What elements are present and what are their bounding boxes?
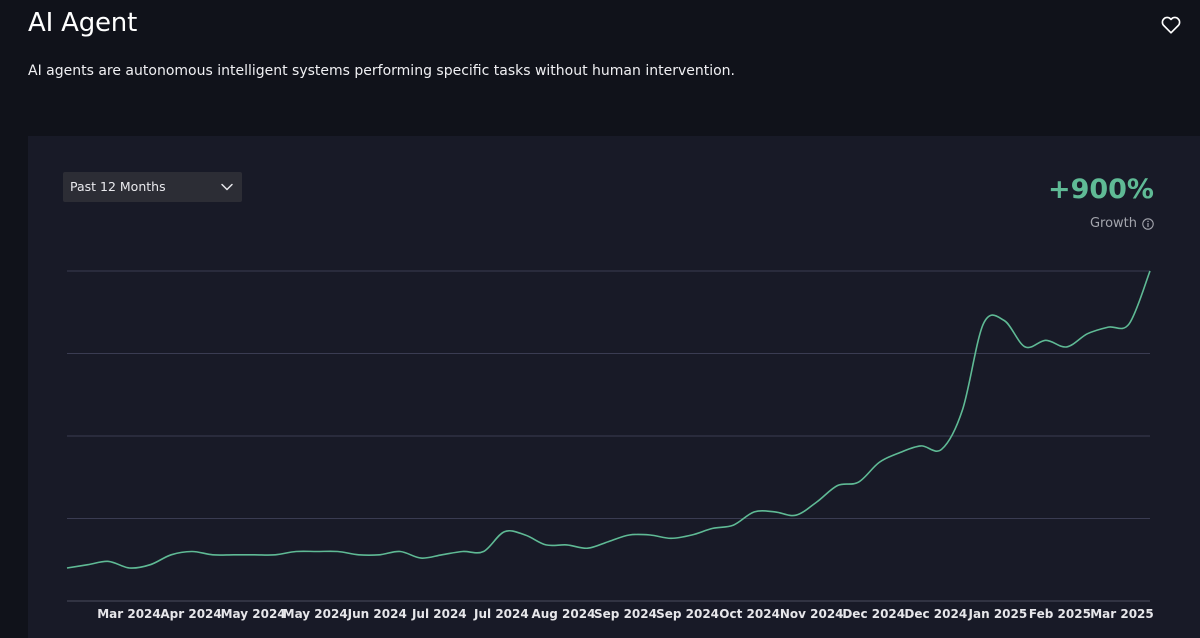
x-tick-label: Aug 2024 <box>531 607 595 621</box>
growth-label-group: Growth <box>1090 216 1154 231</box>
x-tick-label: Jan 2025 <box>968 607 1028 621</box>
x-tick-label: Mar 2025 <box>1090 607 1154 621</box>
info-icon[interactable] <box>1142 217 1154 230</box>
x-tick-label: Jul 2024 <box>473 607 529 621</box>
chevron-down-icon <box>221 183 233 191</box>
x-tick-label: Nov 2024 <box>780 607 844 621</box>
heart-icon[interactable] <box>1160 14 1182 36</box>
x-tick-label: Jul 2024 <box>411 607 467 621</box>
series-line <box>66 270 1151 569</box>
gridlines <box>67 270 1150 602</box>
chart-panel: Past 12 Months +900% Growth Mar 2024 Apr … <box>28 136 1200 638</box>
x-tick-label: Sep 2024 <box>656 607 719 621</box>
x-tick-label: Dec 2024 <box>904 607 967 621</box>
x-tick-label: Sep 2024 <box>594 607 657 621</box>
x-tick-label: Feb 2025 <box>1029 607 1091 621</box>
time-range-selected: Past 12 Months <box>70 179 166 194</box>
x-tick-label: Dec 2024 <box>842 607 905 621</box>
page-title: AI Agent <box>28 8 138 38</box>
growth-label: Growth <box>1089 216 1137 231</box>
x-tick-label: Oct 2024 <box>719 607 780 621</box>
x-tick-label: Jun 2024 <box>347 607 407 621</box>
x-tick-label: May 2024 <box>221 607 286 621</box>
page-description: AI agents are autonomous intelligent sys… <box>28 63 735 79</box>
time-range-dropdown[interactable]: Past 12 Months <box>63 172 242 202</box>
x-tick-label: Mar 2024 <box>97 607 161 621</box>
growth-value: +900% <box>1047 174 1154 205</box>
x-tick-label: Apr 2024 <box>160 607 221 621</box>
x-tick-label: May 2024 <box>283 607 348 621</box>
series-layer <box>66 270 1151 569</box>
